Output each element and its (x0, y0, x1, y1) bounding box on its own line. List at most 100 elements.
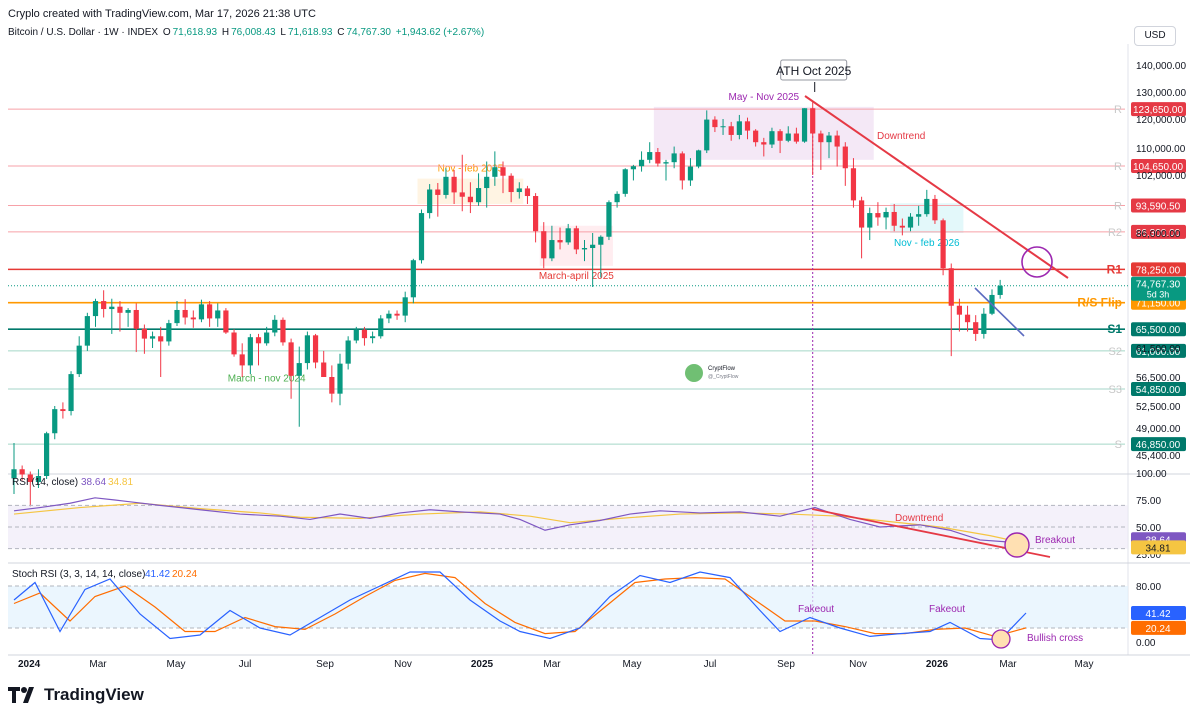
level-price-tag-label: 86,300.00 (1136, 228, 1181, 239)
candle-body (924, 198, 930, 215)
candle-body (296, 363, 302, 376)
bullish-cross-circle (991, 629, 1011, 649)
stoch-tick-label: 0.00 (1136, 638, 1156, 649)
candle-body (606, 202, 612, 237)
candle-body (264, 332, 270, 344)
candle-body (696, 150, 702, 167)
tradingview-brand[interactable]: TradingView (8, 685, 144, 705)
candle-body (687, 166, 694, 181)
candle-body (451, 176, 457, 193)
zone-label: Nov - feb 2025 (438, 164, 504, 175)
candle-body (581, 248, 588, 250)
candle-body (370, 336, 376, 339)
candle-body (508, 175, 514, 193)
price-tick-label: 49,000.00 (1136, 424, 1181, 435)
candle-body (223, 310, 229, 333)
candle-body (92, 301, 99, 317)
candle-body (557, 240, 563, 243)
price-tick-label: 120,000.00 (1136, 115, 1186, 126)
candle-body (166, 323, 172, 342)
level-label: S3 (1109, 384, 1122, 396)
level-label: S2 (1109, 346, 1122, 358)
zone-label: Nov - feb 2026 (894, 238, 960, 249)
candle-body (125, 309, 131, 313)
candle-body (736, 121, 742, 135)
candle-body (932, 198, 938, 221)
candle-body (198, 304, 205, 320)
tradingview-logo-icon (8, 687, 34, 703)
candle-body (818, 133, 824, 143)
candle-body (353, 329, 359, 341)
candle-body (907, 216, 914, 228)
rsi-tick-label: 75.00 (1136, 496, 1161, 507)
high-label: H (221, 27, 230, 38)
rsi-title: RSI (14, close) (12, 477, 78, 488)
time-tick-label: Mar (999, 659, 1017, 670)
rsi-value: 38.64 (81, 477, 106, 488)
candle-body (158, 336, 164, 342)
level-price-tag (1131, 262, 1186, 277)
level-price-tag (1131, 343, 1186, 358)
time-tick-label: Mar (89, 659, 107, 670)
close-value: 74,767.30 (346, 27, 391, 38)
symbol-name[interactable]: Bitcoin / U.S. Dollar · 1W · INDEX (8, 27, 159, 38)
countdown-label: 5d 3h (1147, 290, 1170, 300)
candle-body (288, 342, 294, 376)
level-price-tag (1131, 437, 1186, 452)
time-tick-label: Nov (849, 659, 867, 670)
level-price-tag (1131, 381, 1186, 396)
time-tick-label: 2025 (471, 659, 494, 670)
candle-body (891, 211, 897, 226)
currency-button[interactable]: USD (1134, 26, 1176, 46)
candle-body (427, 189, 433, 214)
watermark-handle: @_CryptFlow (708, 374, 739, 380)
level-label: R (1114, 104, 1122, 116)
candle-body (541, 231, 547, 259)
open-value: 71,618.93 (172, 27, 218, 38)
candle-body (329, 377, 335, 394)
stoch-k-tag (1131, 606, 1186, 621)
level-label: R (1114, 200, 1122, 212)
level-price-tag-label: 54,850.00 (1136, 385, 1181, 396)
candle-body (19, 469, 25, 475)
candle-body (590, 244, 596, 249)
candle-body (60, 409, 66, 412)
level-price-tag (1131, 322, 1186, 337)
candle-body (647, 152, 653, 160)
candle-body (101, 301, 107, 310)
candle-body (728, 126, 734, 135)
candle-body (190, 317, 196, 320)
level-price-tag (1131, 159, 1186, 174)
candle-body (149, 336, 156, 339)
level-label: R2 (1108, 227, 1122, 239)
candle-body (321, 362, 327, 377)
candle-body (207, 304, 213, 319)
candle-body (679, 153, 685, 181)
candle-body (549, 240, 555, 259)
stoch-k-line (13, 571, 1027, 641)
time-tick-label: 2024 (18, 659, 41, 670)
candle-body (810, 108, 816, 134)
open-label: O (162, 27, 171, 38)
fakeout-label: Fakeout (798, 604, 834, 615)
change-value: +1,943.62 (+2.67%) (395, 27, 485, 38)
candle-body (997, 285, 1003, 295)
candle-body (484, 176, 490, 189)
stoch-d-tag-label: 20.24 (1145, 624, 1170, 635)
zone-label: March - nov 2024 (228, 373, 306, 384)
last-price-tag-label: 74,767.30 (1136, 280, 1181, 291)
candle-body (744, 121, 751, 131)
candle-body (785, 133, 791, 141)
rsi-ma-tag-label: 34.81 (1145, 543, 1170, 554)
candle-body (35, 476, 42, 482)
candle-body (418, 213, 425, 261)
downtrend-label: Downtrend (877, 131, 925, 142)
candle-body (524, 188, 531, 197)
time-tick-label: Sep (316, 659, 334, 670)
candle-body (141, 328, 147, 339)
candle-body (964, 314, 971, 323)
time-tick-label: May (167, 659, 186, 670)
wedge-line (974, 287, 1025, 337)
level-label: S (1115, 439, 1122, 451)
